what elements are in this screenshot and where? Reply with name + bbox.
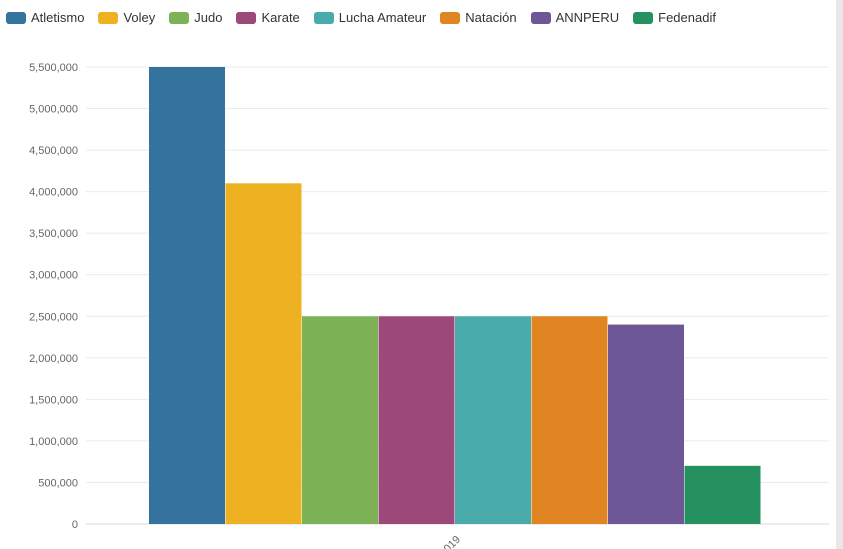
legend-swatch bbox=[6, 11, 26, 24]
legend-label: Voley bbox=[123, 10, 156, 25]
legend-item[interactable]: Natación bbox=[440, 10, 517, 25]
legend-swatch bbox=[530, 11, 551, 24]
y-tick-label: 1,500,000 bbox=[29, 394, 78, 406]
bar bbox=[455, 316, 531, 524]
legend-swatch bbox=[98, 11, 119, 24]
bar bbox=[302, 316, 378, 524]
x-tick-label: 2019 bbox=[437, 534, 463, 549]
legend-label: Atletismo bbox=[31, 10, 85, 25]
legend-item[interactable]: Atletismo bbox=[6, 10, 84, 25]
legend-swatch bbox=[236, 11, 257, 24]
y-tick-label: 2,500,000 bbox=[29, 311, 78, 323]
bar bbox=[608, 324, 684, 524]
legend-item[interactable]: Judo bbox=[169, 10, 222, 25]
y-tick-label: 500,000 bbox=[38, 477, 78, 489]
legend-item[interactable]: Voley bbox=[98, 10, 155, 25]
legend-swatch bbox=[169, 11, 190, 24]
y-tick-label: 4,500,000 bbox=[29, 145, 78, 157]
legend-item[interactable]: Karate bbox=[236, 10, 300, 25]
y-tick-label: 2,000,000 bbox=[29, 353, 78, 365]
y-tick-label: 5,000,000 bbox=[29, 104, 78, 116]
y-tick-label: 0 bbox=[72, 519, 78, 531]
bar bbox=[684, 465, 761, 524]
legend-swatch bbox=[313, 11, 334, 24]
bar bbox=[531, 316, 608, 524]
y-tick-label: 3,500,000 bbox=[29, 228, 78, 240]
bar bbox=[378, 316, 455, 524]
legend-label: Natación bbox=[465, 10, 517, 25]
legend-label: Fedenadif bbox=[658, 10, 716, 25]
legend-label: Judo bbox=[194, 10, 223, 25]
legend: Atletismo Voley Judo Karate Lucha Amateur Nat… bbox=[6, 10, 730, 25]
legend-swatch bbox=[440, 11, 461, 24]
legend-item[interactable]: Lucha Amateur bbox=[313, 10, 427, 25]
vertical-scrollbar[interactable] bbox=[836, 0, 843, 549]
bar bbox=[225, 183, 302, 524]
legend-item[interactable]: Fedenadif bbox=[633, 10, 716, 25]
legend-label: Karate bbox=[261, 10, 300, 25]
y-tick-label: 5,500,000 bbox=[29, 62, 78, 74]
legend-swatch bbox=[633, 11, 654, 24]
y-tick-label: 4,000,000 bbox=[29, 187, 78, 199]
y-tick-label: 1,000,000 bbox=[29, 436, 78, 448]
bar bbox=[149, 67, 225, 524]
legend-label: Lucha Amateur bbox=[338, 10, 427, 25]
legend-item[interactable]: ANNPERU bbox=[530, 10, 620, 25]
legend-label: ANNPERU bbox=[555, 10, 620, 25]
y-tick-label: 3,000,000 bbox=[29, 270, 78, 282]
